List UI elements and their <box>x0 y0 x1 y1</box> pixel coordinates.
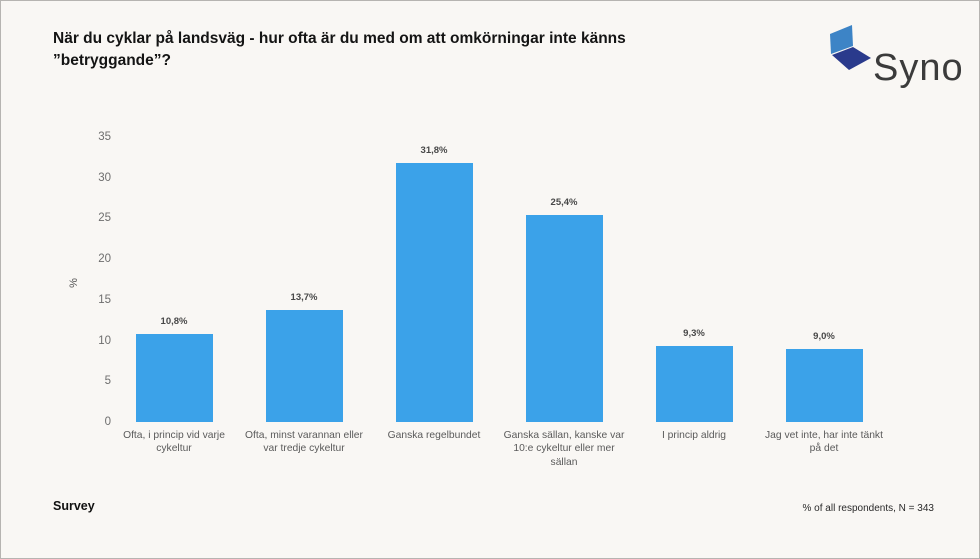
y-tick-label: 10 <box>98 334 111 347</box>
y-tick-label: 20 <box>98 253 111 266</box>
bar <box>135 334 213 422</box>
x-axis-labels: Ofta, i princip vid varje cykeltur Ofta, … <box>109 429 889 469</box>
chart-title: När du cyklar på landsväg - hur ofta är … <box>53 30 626 69</box>
respondents-note: % of all respondents, N = 343 <box>802 503 934 514</box>
survey-label: Survey <box>53 499 95 513</box>
y-tick-label: 30 <box>98 171 111 184</box>
x-category-label: Ganska sällan, kanske var 10:e cykeltur … <box>503 430 625 468</box>
bar-column: 9,0% <box>759 137 889 422</box>
bar-column: 25,4% <box>499 137 629 422</box>
bar-value-label: 9,3% <box>683 328 705 340</box>
bar <box>395 163 473 422</box>
bar-value-label: 10,8% <box>160 316 188 328</box>
syno-logo-text: Syno <box>873 47 964 89</box>
bar <box>525 215 603 422</box>
bar-column: 13,7% <box>239 137 369 422</box>
bar-value-label: 25,4% <box>550 197 578 209</box>
bar-column: 9,3% <box>629 137 759 422</box>
y-axis-label: % <box>67 278 80 288</box>
x-category-label: Ofta, minst varannan eller var tredje cy… <box>245 430 363 455</box>
y-tick-label: 0 <box>104 416 111 428</box>
bar-column: 31,8% <box>369 137 499 422</box>
syno-logo-icon <box>830 25 871 70</box>
bar <box>655 346 733 422</box>
y-axis: 0 5 10 15 20 25 30 35 <box>56 131 111 428</box>
y-tick-label: 15 <box>98 293 111 306</box>
y-tick-label: 35 <box>98 131 111 143</box>
syno-logo: Syno <box>813 19 973 101</box>
y-tick-label: 25 <box>98 212 111 225</box>
bar-value-label: 9,0% <box>813 330 835 342</box>
y-tick-label: 5 <box>104 375 111 388</box>
x-category-label: I princip aldrig <box>661 430 727 441</box>
x-category-label: Ganska regelbundet <box>387 430 481 441</box>
x-category-label: Ofta, i princip vid varje cykeltur <box>123 430 225 455</box>
bar <box>785 348 863 422</box>
plot-area: 10,8% 13,7% 31,8% 25,4% 9,3% 9,0% <box>109 137 889 422</box>
x-category-label: Jag vet inte, har inte tänkt på det <box>765 430 883 455</box>
bar-value-label: 31,8% <box>420 145 448 157</box>
bar-value-label: 13,7% <box>290 292 318 304</box>
bar-column: 10,8% <box>109 137 239 422</box>
bar <box>265 310 343 422</box>
